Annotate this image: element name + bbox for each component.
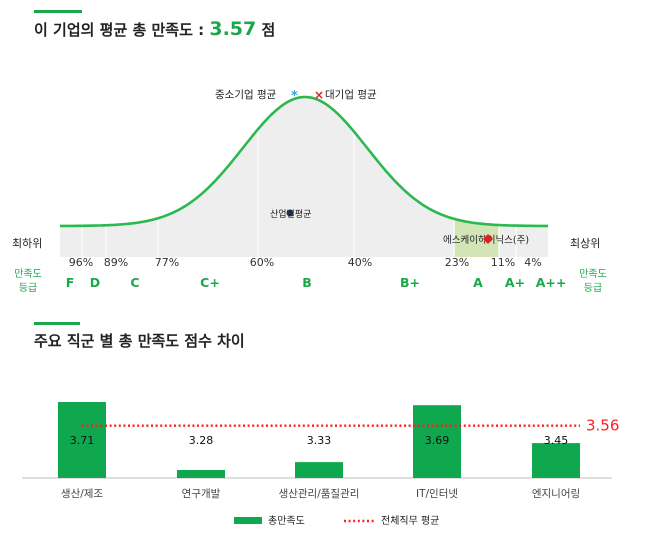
grade-label: A (473, 275, 483, 290)
large-average-marker: × (314, 88, 324, 102)
percentile-label: 77% (155, 256, 179, 269)
grade-label: A++ (536, 275, 567, 290)
section1-title-prefix: 이 기업의 평균 총 만족도 : (34, 21, 205, 39)
percentile-label: 60% (250, 256, 274, 269)
percentile-label: 40% (348, 256, 372, 269)
grade-label: D (90, 275, 100, 290)
section1-accent-bar (34, 10, 82, 13)
grade-label: C+ (200, 275, 220, 290)
legend-bar-swatch (234, 517, 262, 524)
highest-end-label: 최상위 (570, 237, 600, 250)
bar-value-label: 3.33 (307, 434, 332, 447)
percentile-label: 96% (69, 256, 93, 269)
reference-line-label: 3.56 (586, 417, 619, 435)
grade-label: C (130, 275, 139, 290)
score-unit: 점 (261, 21, 276, 39)
grade-axis-label-right-line1: 만족도 (579, 268, 607, 280)
industry-average-marker (286, 209, 294, 217)
category-label: 생산/제조 (61, 488, 104, 500)
large-average-label: 대기업 평균 (325, 88, 377, 101)
industry-average-label: 산업별평균 (270, 209, 311, 220)
job-satisfaction-bar-chart: 3.71 3.28 3.33 3.69 3.45 3.56 생산/제조 연구개발 생산관리/… (22, 402, 619, 527)
section2-title: 주요 직군 별 총 만족도 점수 차이 (34, 332, 245, 350)
section1-title: 이 기업의 평균 총 만족도 : 3.57 점 (34, 18, 275, 40)
distribution-area (60, 97, 548, 257)
bar (413, 405, 461, 478)
bar-value-label: 3.45 (544, 434, 569, 447)
grade-axis-label-right-line2: 등급 (584, 282, 602, 294)
bar (177, 470, 225, 478)
grade-axis-label-left-line1: 만족도 (14, 268, 42, 280)
distribution-curve (60, 95, 548, 228)
lowest-end-label: 최하위 (12, 236, 42, 250)
section2-accent-bar (34, 322, 80, 325)
category-label: 연구개발 (182, 488, 221, 500)
grade-label: F (66, 275, 75, 290)
category-label: 생산관리/품질관리 (279, 488, 360, 500)
company-marker (483, 234, 493, 244)
bar-value-label: 3.69 (425, 434, 450, 447)
bar (295, 462, 343, 478)
sme-average-label: 중소기업 평균 (215, 88, 277, 101)
percentile-label: 89% (104, 256, 128, 269)
legend-line-label: 전체직무 평균 (381, 515, 439, 527)
average-score: 3.57 (209, 18, 257, 40)
category-label: 엔지니어링 (532, 488, 580, 500)
grade-axis-label-left-line2: 등급 (19, 282, 37, 294)
bar-value-label: 3.28 (189, 434, 214, 447)
legend-bar-label: 총만족도 (268, 515, 305, 527)
bar (58, 402, 106, 478)
grade-label: B (302, 275, 312, 290)
bar-value-label: 3.71 (70, 434, 95, 447)
sme-average-marker: * (291, 89, 298, 104)
bar (532, 443, 580, 478)
grade-label: B+ (400, 275, 420, 290)
percentile-label: 11% (491, 256, 515, 269)
grade-label: A+ (505, 275, 525, 290)
percentile-label: 4% (524, 256, 541, 269)
distribution-fill (60, 97, 548, 257)
distribution-chart: 중소기업 평균 * × 대기업 평균 산업별평균 에스케이하이닉스(주) 최하위… (12, 88, 607, 294)
category-label: IT/인터넷 (416, 488, 458, 500)
percentile-label: 23% (445, 256, 469, 269)
